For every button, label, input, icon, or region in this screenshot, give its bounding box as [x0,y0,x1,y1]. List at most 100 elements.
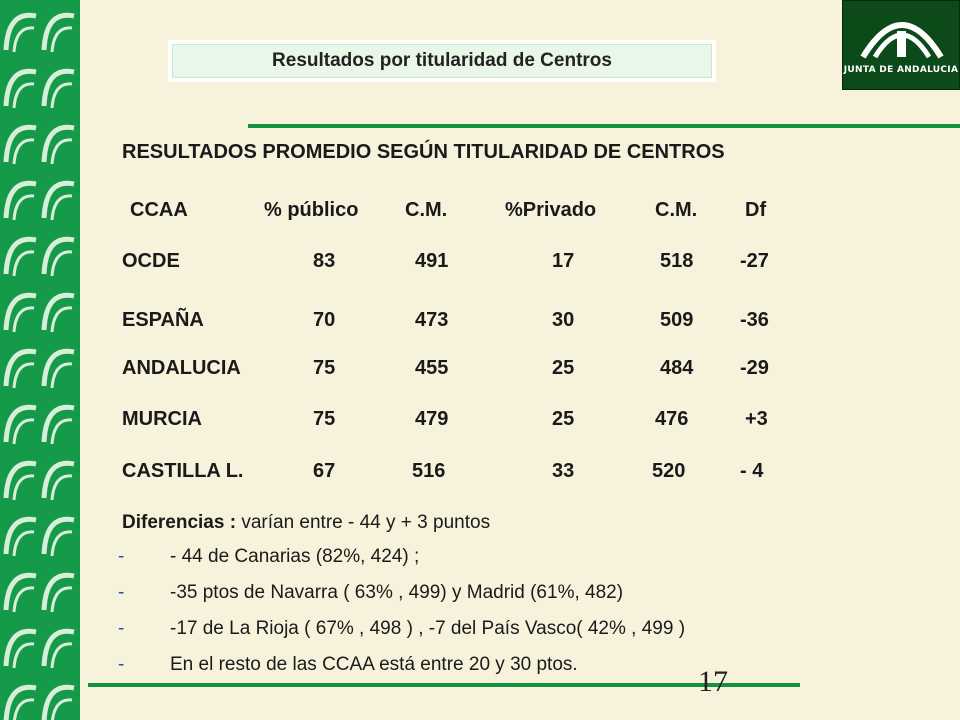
leaf-motif [3,180,37,219]
row-andalucia-cm-privado: 484 [660,357,694,379]
leaf-motif [3,460,37,499]
leaf-motif [3,12,37,51]
leaf-motif [41,628,75,667]
column-header-cm-privado: C.M. [655,199,698,221]
row-andalucia-ccaa: ANDALUCIA [122,357,241,379]
row-castilla-privado: 33 [552,460,575,482]
row-espana-cm-publico: 473 [415,309,449,331]
difference-item: En el resto de las CCAA está entre 20 y … [170,654,578,675]
logo-text: JUNTA DE ANDALUCIA [843,65,959,75]
leaf-motif [41,236,75,275]
row-murcia-publico: 75 [313,408,336,430]
top-divider [248,124,960,128]
row-espana-publico: 70 [313,309,336,331]
row-andalucia-cm-publico: 455 [415,357,449,379]
leaf-motif [12,642,35,669]
row-ocde-privado: 17 [552,250,575,272]
differences-range: varían entre - 44 y + 3 puntos [241,512,491,533]
row-murcia-cm-publico: 479 [415,408,449,430]
bullet-marker: - [118,618,125,639]
column-header-ccaa: CCAA [130,199,188,221]
leaf-motif [3,684,37,720]
section-heading: RESULTADOS PROMEDIO SEGÚN TITULARIDAD DE… [122,141,725,163]
leaf-motif [12,362,35,389]
bullet-marker: - [118,582,125,603]
leaf-motif [50,530,73,557]
leaf-motif [41,516,75,555]
leaf-motif [12,138,35,165]
leaf-motif [12,306,35,333]
difference-item: -35 ptos de Navarra ( 63% , 499) y Madri… [170,582,624,603]
leaf-motif [50,474,73,501]
leaf-motif [3,236,37,275]
leaf-motif [41,572,75,611]
row-castilla-df: - 4 [740,460,764,482]
differences-summary: Diferencias : varían entre - 44 y + 3 pu… [122,512,490,534]
decorative-side-band [0,0,80,720]
leaf-motif [50,250,73,277]
column-header-cm-publico: C.M. [405,199,448,221]
row-andalucia-privado: 25 [552,357,575,379]
leaf-motif [12,82,35,109]
row-ocde-cm-privado: 518 [660,250,694,272]
leaf-motif [50,26,73,53]
bullet-marker: - [118,546,125,567]
row-murcia-ccaa: MURCIA [122,408,202,430]
row-castilla-ccaa: CASTILLA L. [122,460,244,482]
leaf-motif [50,418,73,445]
row-castilla-publico: 67 [313,460,336,482]
leaf-motif [41,180,75,219]
leaf-motif [50,642,73,669]
leaf-motif [41,460,75,499]
column-header-df: Df [745,199,767,221]
leaf-motif [3,628,37,667]
row-espana-privado: 30 [552,309,575,331]
leaf-motif [50,194,73,221]
leaf-motif [12,698,35,720]
differences-label: Diferencias : [122,512,237,533]
leaf-motif [50,306,73,333]
leaf-motif [3,348,37,387]
column-header-privado: %Privado [505,199,597,221]
leaf-motif [3,124,37,163]
row-espana-ccaa: ESPAÑA [122,309,204,331]
column-header-publico: % público [264,199,359,221]
row-ocde-publico: 83 [313,250,336,272]
leaf-motif [41,124,75,163]
leaf-motif [41,684,75,720]
leaf-motif [41,12,75,51]
bottom-divider [88,683,800,687]
leaf-motif [12,474,35,501]
slide-title: Resultados por titularidad de Centros [172,44,712,78]
leaf-motif [41,348,75,387]
leaf-motif [50,82,73,109]
leaf-motif [3,292,37,331]
row-ocde-df: -27 [740,250,769,272]
row-murcia-cm-privado: 476 [655,408,689,430]
leaf-motif [3,572,37,611]
leaf-motif [3,404,37,443]
leaf-motif [41,404,75,443]
leaf-motif [12,250,35,277]
leaf-motif [12,530,35,557]
row-murcia-privado: 25 [552,408,575,430]
difference-item: -17 de La Rioja ( 67% , 498 ) , -7 del P… [170,618,686,639]
page-number: 17 [698,665,728,698]
leaf-motif [50,362,73,389]
leaf-motif [41,68,75,107]
leaf-motif [50,698,73,720]
leaf-motif [12,586,35,613]
leaf-motif [50,586,73,613]
leaf-motif [12,194,35,221]
leaf-pattern [3,12,75,720]
row-andalucia-df: -29 [740,357,769,379]
row-espana-cm-privado: 509 [660,309,694,331]
row-andalucia-publico: 75 [313,357,336,379]
leaf-motif [41,292,75,331]
junta-de-andalucia-logo: JUNTA DE ANDALUCIA [842,0,960,90]
bullet-marker: - [118,654,125,675]
leaf-motif [12,418,35,445]
arch-emblem-icon [860,22,944,59]
slide-title-box: Resultados por titularidad de Centros [168,40,716,82]
row-ocde-cm-publico: 491 [415,250,449,272]
